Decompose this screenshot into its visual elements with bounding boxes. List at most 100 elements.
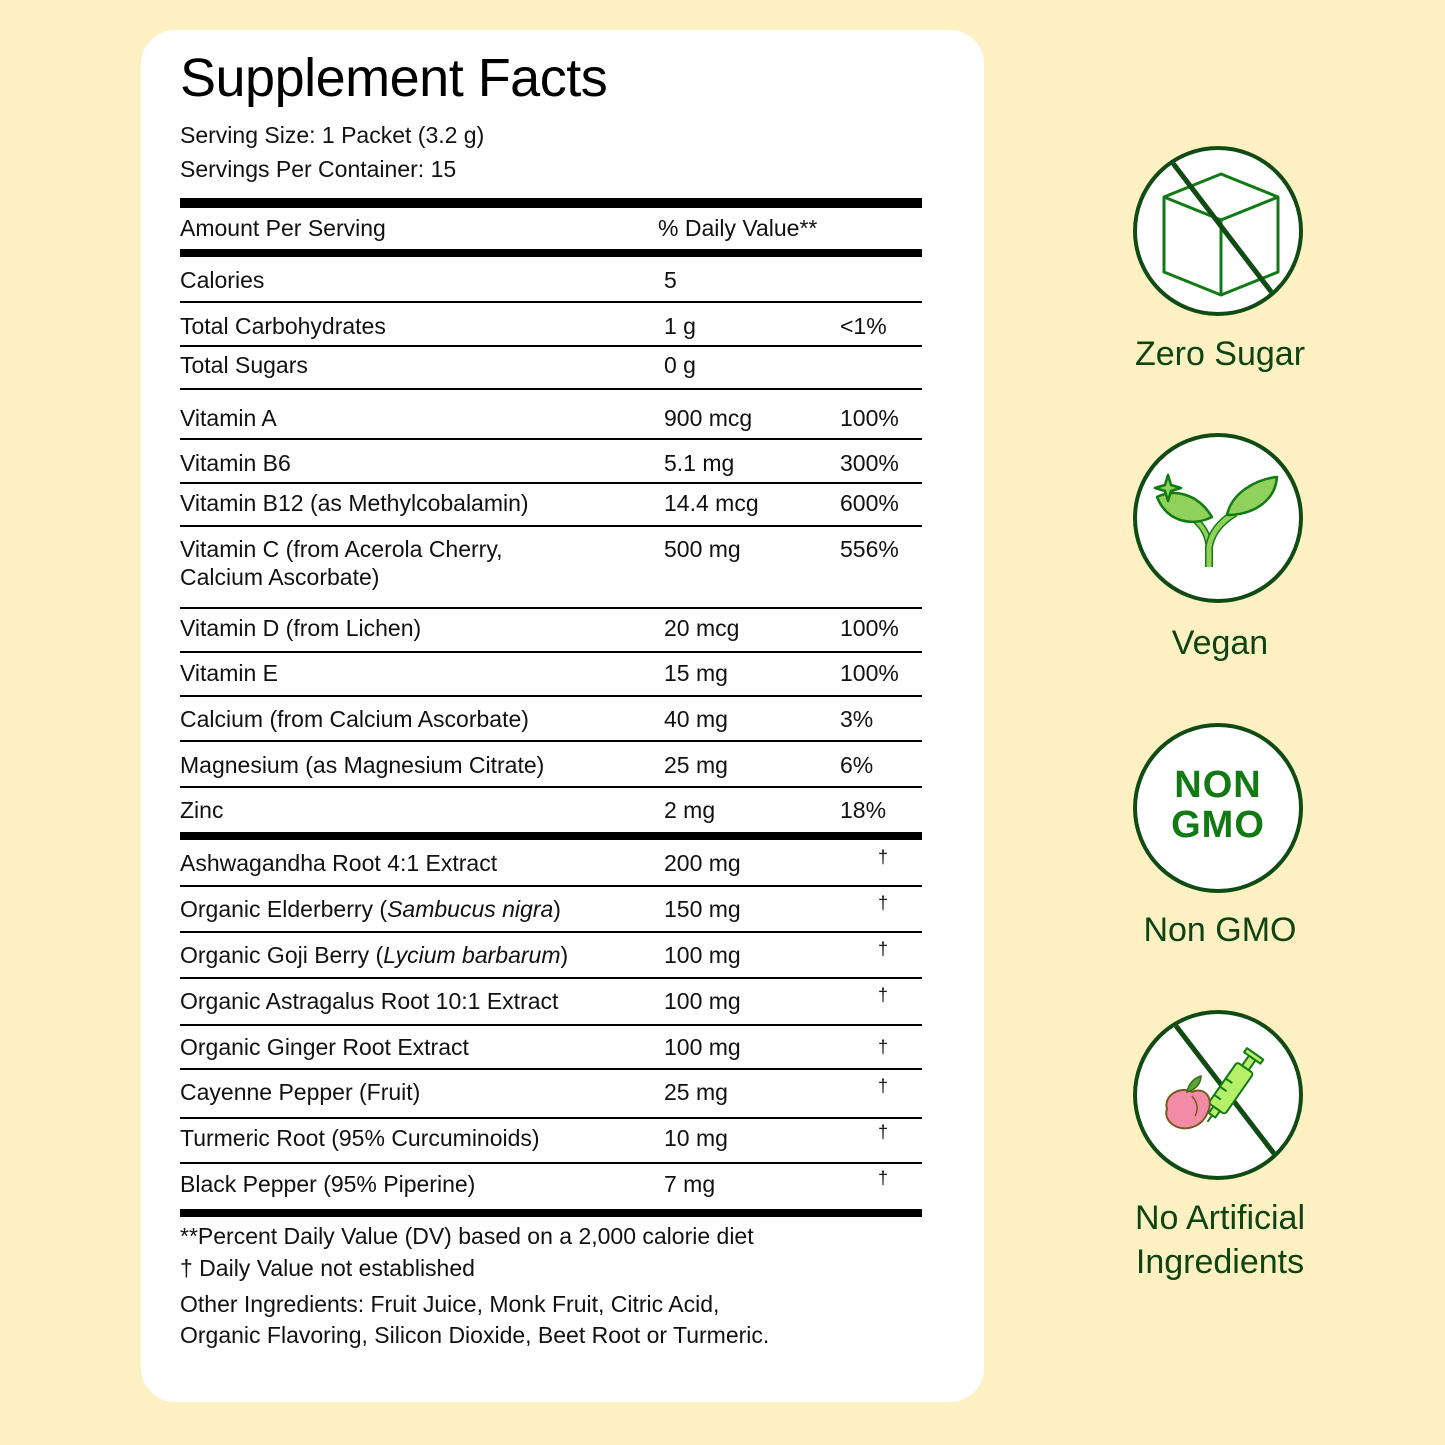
row-amount: 10 mg: [664, 1125, 728, 1151]
row-divider: [180, 345, 922, 347]
row-name: Vitamin B6: [180, 450, 291, 476]
row-amount: 15 mg: [664, 660, 728, 686]
row-divider: [180, 786, 922, 788]
latin-name: Sambucus nigra: [387, 896, 554, 922]
non-gmo-line2: GMO: [1171, 804, 1265, 846]
badge-label-vegan: Vegan: [1171, 624, 1269, 662]
row-dv: 100%: [840, 405, 899, 431]
row-name: Vitamin E: [180, 660, 279, 686]
row-name: Zinc: [180, 797, 224, 823]
row-amount: 5: [664, 267, 677, 293]
row-amount: 200 mg: [664, 850, 741, 876]
row-divider: [180, 438, 922, 440]
badge-label-line2: Ingredients: [1135, 1243, 1305, 1281]
row-divider: [180, 301, 922, 303]
page-title: Supplement Facts: [180, 48, 608, 108]
dagger-symbol: †: [878, 1037, 889, 1057]
badge-label-zero-sugar: Zero Sugar: [1134, 335, 1306, 373]
dagger-symbol: †: [878, 893, 889, 913]
row-amount: 2 mg: [664, 797, 716, 823]
supplement-facts-card: [141, 30, 984, 1402]
dagger-symbol: †: [878, 939, 889, 959]
row-dv: 6%: [840, 752, 874, 778]
row-dv: 3%: [840, 706, 874, 732]
thick-divider: [180, 832, 922, 840]
row-name-line1: Vitamin C (from Acerola Cherry,: [180, 536, 503, 562]
row-name-text: Organic Elderberry (: [180, 896, 388, 922]
daily-value-label: % Daily Value**: [658, 215, 818, 241]
dagger-footnote: † Daily Value not established: [180, 1255, 475, 1281]
badge-label-line1: No Artificial: [1134, 1199, 1306, 1237]
row-amount: 0 g: [664, 352, 696, 378]
row-amount: 20 mcg: [664, 615, 740, 641]
row-name-end: ): [560, 942, 569, 968]
row-dv: 556%: [840, 536, 899, 562]
row-divider: [180, 740, 922, 742]
row-divider: [180, 1024, 922, 1026]
row-divider: [180, 388, 922, 390]
row-name: Vitamin C (from Acerola Cherry, Calcium …: [180, 535, 650, 591]
other-ingredients-line1: Other Ingredients: Fruit Juice, Monk Fru…: [180, 1291, 720, 1317]
row-name: Vitamin A: [180, 405, 277, 431]
sprout-leaf-icon: [1133, 433, 1303, 603]
amount-per-serving-label: Amount Per Serving: [180, 215, 386, 241]
no-sugar-cube-icon: [1133, 146, 1303, 316]
thick-divider: [180, 249, 922, 257]
row-name-line2: Calcium Ascorbate): [180, 564, 380, 590]
row-amount: 40 mg: [664, 706, 728, 732]
row-name: Turmeric Root (95% Curcuminoids): [180, 1125, 540, 1151]
row-amount: 900 mcg: [664, 405, 753, 431]
row-amount: 100 mg: [664, 988, 741, 1014]
row-divider: [180, 607, 922, 609]
row-name: Total Sugars: [180, 352, 308, 378]
row-divider: [180, 977, 922, 979]
row-divider: [180, 525, 922, 527]
row-divider: [180, 1068, 922, 1070]
row-amount: 14.4 mcg: [664, 490, 759, 516]
row-amount: 100 mg: [664, 942, 741, 968]
no-artificial-syringe-peach-icon: [1133, 1010, 1303, 1180]
row-name-text: Organic Goji Berry (: [180, 942, 384, 968]
non-gmo-line1: NON: [1174, 764, 1262, 806]
row-dv: 300%: [840, 450, 899, 476]
row-name: Organic Ginger Root Extract: [180, 1034, 469, 1060]
thick-divider: [180, 198, 922, 208]
row-name: Black Pepper (95% Piperine): [180, 1171, 476, 1197]
row-amount: 500 mg: [664, 536, 741, 562]
row-dv: 600%: [840, 490, 899, 516]
row-name: Organic Goji Berry (Lycium barbarum): [180, 941, 650, 969]
row-dv: 18%: [840, 797, 887, 823]
row-name: Calories: [180, 267, 265, 293]
row-name: Ashwagandha Root 4:1 Extract: [180, 850, 498, 876]
dagger-symbol: †: [878, 985, 889, 1005]
dagger-symbol: †: [878, 1076, 889, 1096]
non-gmo-icon-text: NON GMO: [1137, 765, 1299, 845]
row-amount: 100 mg: [664, 1034, 741, 1060]
row-name: Calcium (from Calcium Ascorbate): [180, 706, 529, 732]
row-divider: [180, 651, 922, 653]
row-dv: 100%: [840, 615, 899, 641]
table-row: Vitamin C (from Acerola Cherry, Calcium …: [180, 535, 922, 599]
badge-label-non-gmo: Non GMO: [1143, 911, 1297, 949]
non-gmo-icon: NON GMO: [1133, 723, 1303, 893]
servings-per-container: Servings Per Container: 15: [180, 156, 457, 182]
other-ingredients-line2: Organic Flavoring, Silicon Dioxide, Beet…: [180, 1322, 770, 1348]
dagger-symbol: †: [878, 847, 889, 867]
row-name: Cayenne Pepper (Fruit): [180, 1079, 421, 1105]
row-divider: [180, 931, 922, 933]
row-name: Organic Elderberry (Sambucus nigra): [180, 895, 650, 923]
row-amount: 7 mg: [664, 1171, 716, 1197]
row-amount: 25 mg: [664, 752, 728, 778]
row-amount: 150 mg: [664, 896, 741, 922]
dagger-symbol: †: [878, 1168, 889, 1188]
row-amount: 25 mg: [664, 1079, 728, 1105]
serving-size: Serving Size: 1 Packet (3.2 g): [180, 122, 485, 148]
row-name-end: ): [553, 896, 561, 922]
row-name: Total Carbohydrates: [180, 313, 386, 339]
row-name: Vitamin D (from Lichen): [180, 615, 422, 641]
row-dv: <1%: [840, 313, 887, 339]
row-amount: 1 g: [664, 313, 696, 339]
row-divider: [180, 695, 922, 697]
row-name: Magnesium (as Magnesium Citrate): [180, 752, 545, 778]
thick-divider: [180, 1209, 922, 1217]
